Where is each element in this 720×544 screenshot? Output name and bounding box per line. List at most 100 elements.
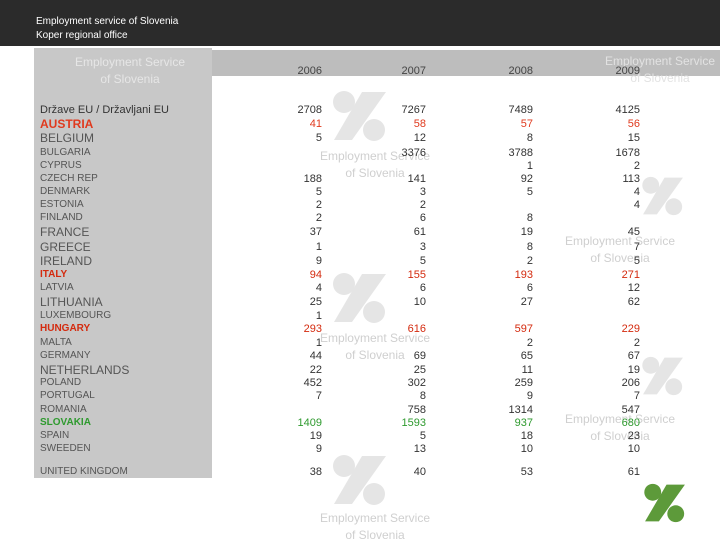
value-cell: 57 [520, 118, 533, 130]
value-cell: 1 [315, 310, 322, 322]
header-subtitle: Koper regional office [36, 30, 128, 41]
value-cell: 67 [627, 350, 640, 362]
total-cell: 4125 [615, 104, 640, 116]
column-label: Države EU / Državljani EU [40, 104, 169, 116]
year-header: 2006 [297, 65, 322, 77]
year-header: 2007 [401, 65, 426, 77]
value-cell: 8 [419, 390, 426, 402]
value-cell: 1 [315, 337, 322, 349]
value-cell: 5 [315, 132, 322, 144]
country-label: LITHUANIA [40, 295, 103, 309]
country-label: GREECE [40, 240, 91, 254]
ess-logo-icon [644, 483, 685, 523]
value-cell: 19 [520, 226, 533, 238]
country-label: SPAIN [40, 430, 70, 441]
country-label: FINLAND [40, 212, 83, 223]
header-bar: Employment service of Slovenia Koper reg… [0, 0, 720, 46]
value-cell: 2 [633, 160, 640, 172]
value-cell: 56 [627, 118, 640, 130]
ess-logo-icon [642, 176, 683, 216]
value-cell: 22 [309, 364, 322, 376]
value-cell: 3 [419, 186, 426, 198]
value-cell: 758 [407, 404, 426, 416]
value-cell: 206 [621, 377, 640, 389]
value-cell: 6 [419, 212, 426, 224]
country-label: ITALY [40, 269, 68, 280]
total-cell: 7489 [508, 104, 533, 116]
value-cell: 19 [627, 364, 640, 376]
country-label: FRANCE [40, 225, 90, 239]
value-cell: 15 [627, 132, 640, 144]
country-label: UNITED KINGDOM [40, 466, 128, 477]
value-cell: 62 [627, 296, 640, 308]
country-label: SWEEDEN [40, 443, 91, 454]
value-cell: 1 [526, 160, 533, 172]
value-cell: 2 [315, 199, 322, 211]
country-label: MALTA [40, 337, 72, 348]
ess-logo-icon [333, 455, 386, 505]
value-cell: 25 [309, 296, 322, 308]
value-cell: 58 [413, 118, 426, 130]
value-cell: 271 [621, 269, 640, 281]
value-cell: 6 [419, 282, 426, 294]
country-label: CYPRUS [40, 160, 82, 171]
value-cell: 10 [520, 443, 533, 455]
value-cell: 188 [303, 173, 322, 185]
value-cell: 302 [407, 377, 426, 389]
value-cell: 2 [419, 199, 426, 211]
value-cell: 10 [413, 296, 426, 308]
country-label: HUNGARY [40, 323, 91, 334]
country-label: CZECH REP [40, 173, 98, 184]
value-cell: 6 [526, 282, 533, 294]
value-cell: 10 [627, 443, 640, 455]
year-header: 2009 [615, 65, 640, 77]
value-cell: 5 [526, 186, 533, 198]
ess-logo-icon [642, 356, 683, 396]
ess-logo-icon [333, 273, 386, 323]
ess-logo-icon [333, 91, 386, 141]
country-label: DENMARK [40, 186, 91, 197]
country-label: LATVIA [40, 282, 74, 293]
country-label: POLAND [40, 377, 82, 388]
value-cell: 19 [309, 430, 322, 442]
value-cell: 113 [622, 173, 640, 185]
value-cell: 69 [413, 350, 426, 362]
value-cell: 2 [526, 337, 533, 349]
value-cell: 616 [407, 323, 426, 335]
value-cell: 9 [526, 390, 533, 402]
value-cell: 2 [633, 337, 640, 349]
country-label: LUXEMBOURG [40, 310, 112, 321]
value-cell: 40 [413, 466, 426, 478]
value-cell: 5 [419, 255, 426, 267]
country-label: PORTUGAL [40, 390, 95, 401]
value-cell: 11 [521, 364, 533, 376]
value-cell: 38 [309, 466, 322, 478]
value-cell: 3788 [508, 147, 533, 159]
value-cell: 1678 [615, 147, 640, 159]
value-cell: 7 [315, 390, 322, 402]
value-cell: 155 [407, 269, 426, 281]
value-cell: 8 [526, 212, 533, 224]
value-cell: 9 [315, 443, 322, 455]
value-cell: 25 [413, 364, 426, 376]
value-cell: 141 [407, 173, 426, 185]
value-cell: 452 [303, 377, 322, 389]
value-cell: 293 [303, 323, 322, 335]
total-cell: 2708 [297, 104, 322, 116]
value-cell: 547 [621, 404, 640, 416]
value-cell: 5 [315, 186, 322, 198]
country-column-panel [34, 48, 212, 478]
value-cell: 3376 [401, 147, 426, 159]
country-label: SLOVAKIA [40, 417, 91, 428]
country-label: IRELAND [40, 254, 93, 268]
value-cell: 12 [627, 282, 640, 294]
value-cell: 5 [419, 430, 426, 442]
value-cell: 4 [315, 282, 322, 294]
value-cell: 1314 [508, 404, 533, 416]
value-cell: 13 [413, 443, 426, 455]
value-cell: 92 [520, 173, 533, 185]
value-cell: 61 [627, 466, 640, 478]
value-cell: 1593 [401, 417, 426, 429]
value-cell: 680 [621, 417, 640, 429]
value-cell: 597 [514, 323, 533, 335]
